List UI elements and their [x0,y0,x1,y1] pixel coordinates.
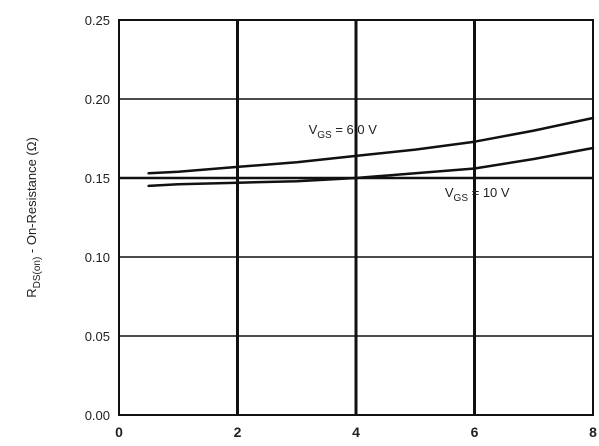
series-label-vgs-6v-sub: GS [317,130,332,141]
x-tick-label: 4 [352,424,360,440]
series-line-vgs-10v [147,146,595,188]
y-tick-label: 0.25 [85,13,110,28]
y-axis-label-rest: - On-Resistance (Ω) [24,137,39,257]
x-tick-label: 6 [471,424,479,440]
y-tick-label: 0.00 [85,408,110,423]
series-label-vgs-6v: VGS = 6.0 V [309,122,378,141]
series-line-vgs-6v [147,116,595,175]
x-tick-labels: 0 2 4 6 8 [115,424,597,440]
y-tick-label: 0.05 [85,329,110,344]
x-tick-label: 8 [589,424,597,440]
y-axis-label: RDS(on) - On-Resistance (Ω) [24,137,43,298]
y-tick-label: 0.20 [85,92,110,107]
grid-lines [119,20,593,415]
series-label-vgs-6v-rest: = 6.0 V [332,122,377,137]
data-series [147,116,595,188]
series-label-vgs-10v-sub: GS [454,193,469,204]
y-tick-label: 0.15 [85,171,110,186]
series-label-vgs-10v: VGS = 10 V [445,185,510,204]
plot-frame [118,19,594,416]
x-tick-label: 2 [234,424,242,440]
y-axis-label-main: R [24,288,39,297]
y-tick-labels: 0.00 0.05 0.10 0.15 0.20 0.25 [85,13,110,423]
y-axis-label-sub: DS(on) [32,257,43,289]
y-tick-label: 0.10 [85,250,110,265]
series-label-vgs-10v-main: V [445,185,454,200]
x-tick-label: 0 [115,424,123,440]
series-label-vgs-6v-main: V [309,122,318,137]
series-label-vgs-10v-rest: = 10 V [468,185,510,200]
